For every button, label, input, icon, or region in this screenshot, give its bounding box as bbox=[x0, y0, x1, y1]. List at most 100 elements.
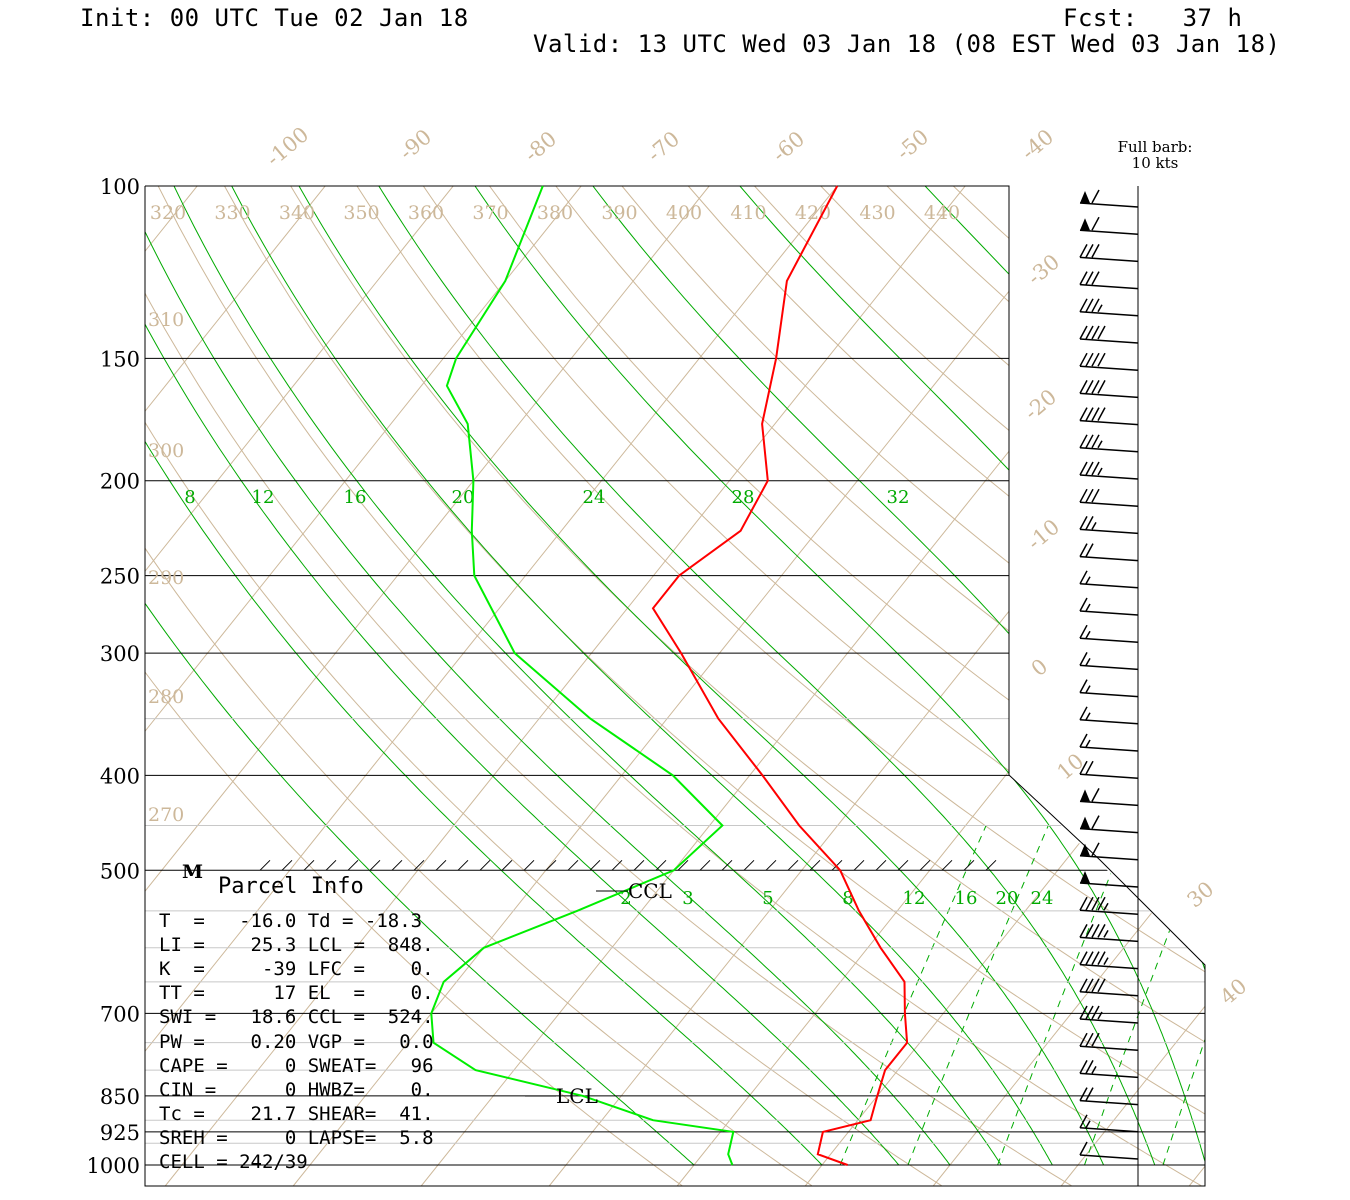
wind-barbs bbox=[1079, 189, 1139, 1160]
theta-label: 330 bbox=[214, 202, 250, 224]
barb-staff bbox=[1079, 746, 1139, 752]
mixing-ratio-line bbox=[839, 825, 987, 1166]
barb-full bbox=[1079, 1060, 1088, 1074]
barb-full bbox=[1085, 1032, 1094, 1047]
pressure-label: 100 bbox=[100, 175, 140, 199]
barb-full bbox=[1079, 271, 1088, 285]
isotherm bbox=[421, 186, 1205, 1186]
barb-full bbox=[1091, 1005, 1100, 1020]
barb-full bbox=[1085, 407, 1094, 421]
temperature-label: -20 bbox=[1020, 385, 1061, 425]
wind-barb bbox=[1079, 842, 1139, 861]
barb-half bbox=[1103, 902, 1109, 911]
barb-half bbox=[1085, 576, 1091, 585]
hatch-mark bbox=[787, 859, 799, 871]
hatch-mark bbox=[369, 859, 381, 871]
dry-adiabat bbox=[1218, 186, 1350, 1186]
mixing-ratio-label: 5 bbox=[762, 888, 773, 909]
barb-full bbox=[1091, 298, 1100, 313]
temperature-label: -50 bbox=[892, 125, 933, 165]
mixing-ratio-label: 24 bbox=[583, 487, 606, 508]
barb-full bbox=[1091, 189, 1100, 204]
wind-barb bbox=[1079, 516, 1139, 535]
barb-staff bbox=[1079, 909, 1139, 915]
dry-adiabat bbox=[145, 186, 683, 1186]
barb-staff bbox=[1079, 773, 1139, 779]
barb-staff bbox=[1079, 800, 1139, 807]
barb-full bbox=[1079, 488, 1088, 503]
hatch-mark bbox=[699, 859, 711, 871]
pressure-label: 925 bbox=[100, 1121, 140, 1145]
theta-label: 350 bbox=[343, 202, 379, 224]
barb-full bbox=[1085, 1005, 1094, 1020]
theta-label: 320 bbox=[150, 202, 186, 224]
wind-barb bbox=[1079, 461, 1139, 480]
isotherm bbox=[1061, 186, 1205, 1186]
barb-full bbox=[1085, 325, 1094, 340]
mixing-ratio-line bbox=[1305, 826, 1350, 1166]
hatch-mark bbox=[985, 859, 997, 871]
barb-half bbox=[1085, 712, 1091, 721]
theta-label: 370 bbox=[472, 202, 508, 224]
barb-full bbox=[1091, 407, 1100, 421]
wind-barb bbox=[1079, 706, 1139, 725]
temperature-label: 10 bbox=[1053, 749, 1089, 785]
hatch-mark bbox=[479, 859, 491, 871]
barb-full bbox=[1091, 352, 1100, 367]
theta-label: 390 bbox=[601, 202, 637, 224]
mixing-ratio-label: 32 bbox=[887, 487, 910, 508]
barb-full bbox=[1079, 951, 1088, 965]
isotherm bbox=[145, 186, 362, 1186]
hatch-mark bbox=[501, 859, 513, 871]
hatch-mark bbox=[391, 859, 403, 871]
barb-legend-line1: Full barb: bbox=[1117, 138, 1193, 156]
barb-staff bbox=[1079, 365, 1139, 371]
hatch-mark bbox=[919, 859, 931, 871]
barb-full bbox=[1091, 461, 1100, 476]
wind-barb bbox=[1079, 679, 1139, 698]
pressure-label: 400 bbox=[100, 764, 140, 788]
wind-barb bbox=[1079, 1005, 1139, 1024]
pressure-label: 700 bbox=[100, 1002, 140, 1026]
hatch-mark bbox=[809, 859, 821, 871]
barb-pennant bbox=[1080, 816, 1090, 829]
barb-full bbox=[1097, 924, 1106, 938]
wind-barb bbox=[1079, 352, 1139, 371]
barb-full bbox=[1085, 1087, 1094, 1101]
hatch-mark bbox=[435, 859, 447, 871]
barb-full bbox=[1091, 325, 1100, 340]
isotherms bbox=[145, 186, 1205, 1186]
barb-full bbox=[1079, 896, 1088, 911]
hatch-mark bbox=[347, 859, 359, 871]
barb-full bbox=[1091, 271, 1100, 285]
barb-full bbox=[1079, 407, 1088, 421]
wind-barb bbox=[1079, 380, 1139, 399]
barb-staff bbox=[1079, 583, 1139, 589]
mixing-ratio-label: 16 bbox=[344, 487, 367, 508]
temperature-label: -70 bbox=[643, 127, 684, 167]
barb-full bbox=[1085, 543, 1094, 557]
barb-pennant bbox=[1080, 843, 1090, 856]
temperature-label: -100 bbox=[262, 122, 314, 171]
barb-full bbox=[1079, 679, 1088, 693]
moist-adiabat bbox=[474, 186, 1205, 1166]
barb-half bbox=[1085, 630, 1091, 639]
barb-full bbox=[1097, 380, 1106, 394]
barb-full bbox=[1091, 1032, 1100, 1047]
hatch-mark bbox=[941, 859, 953, 871]
hatch-mark bbox=[325, 859, 337, 871]
hatch-mark bbox=[963, 859, 975, 871]
barb-full bbox=[1097, 951, 1106, 965]
pressure-label: 500 bbox=[100, 859, 140, 883]
temperature-label: -40 bbox=[1017, 125, 1058, 165]
barb-staff bbox=[1079, 1099, 1139, 1106]
hatch-mark bbox=[611, 859, 623, 871]
isotherm bbox=[145, 186, 874, 1186]
temperature-label: 0 bbox=[1027, 654, 1053, 681]
mixing-ratio-label: 12 bbox=[252, 487, 275, 508]
wind-barb bbox=[1079, 1141, 1139, 1160]
barb-staff bbox=[1079, 229, 1139, 235]
barb-full bbox=[1091, 842, 1100, 857]
forecast-hour: Fcst: 37 h bbox=[1063, 4, 1243, 32]
barb-full bbox=[1091, 815, 1100, 829]
